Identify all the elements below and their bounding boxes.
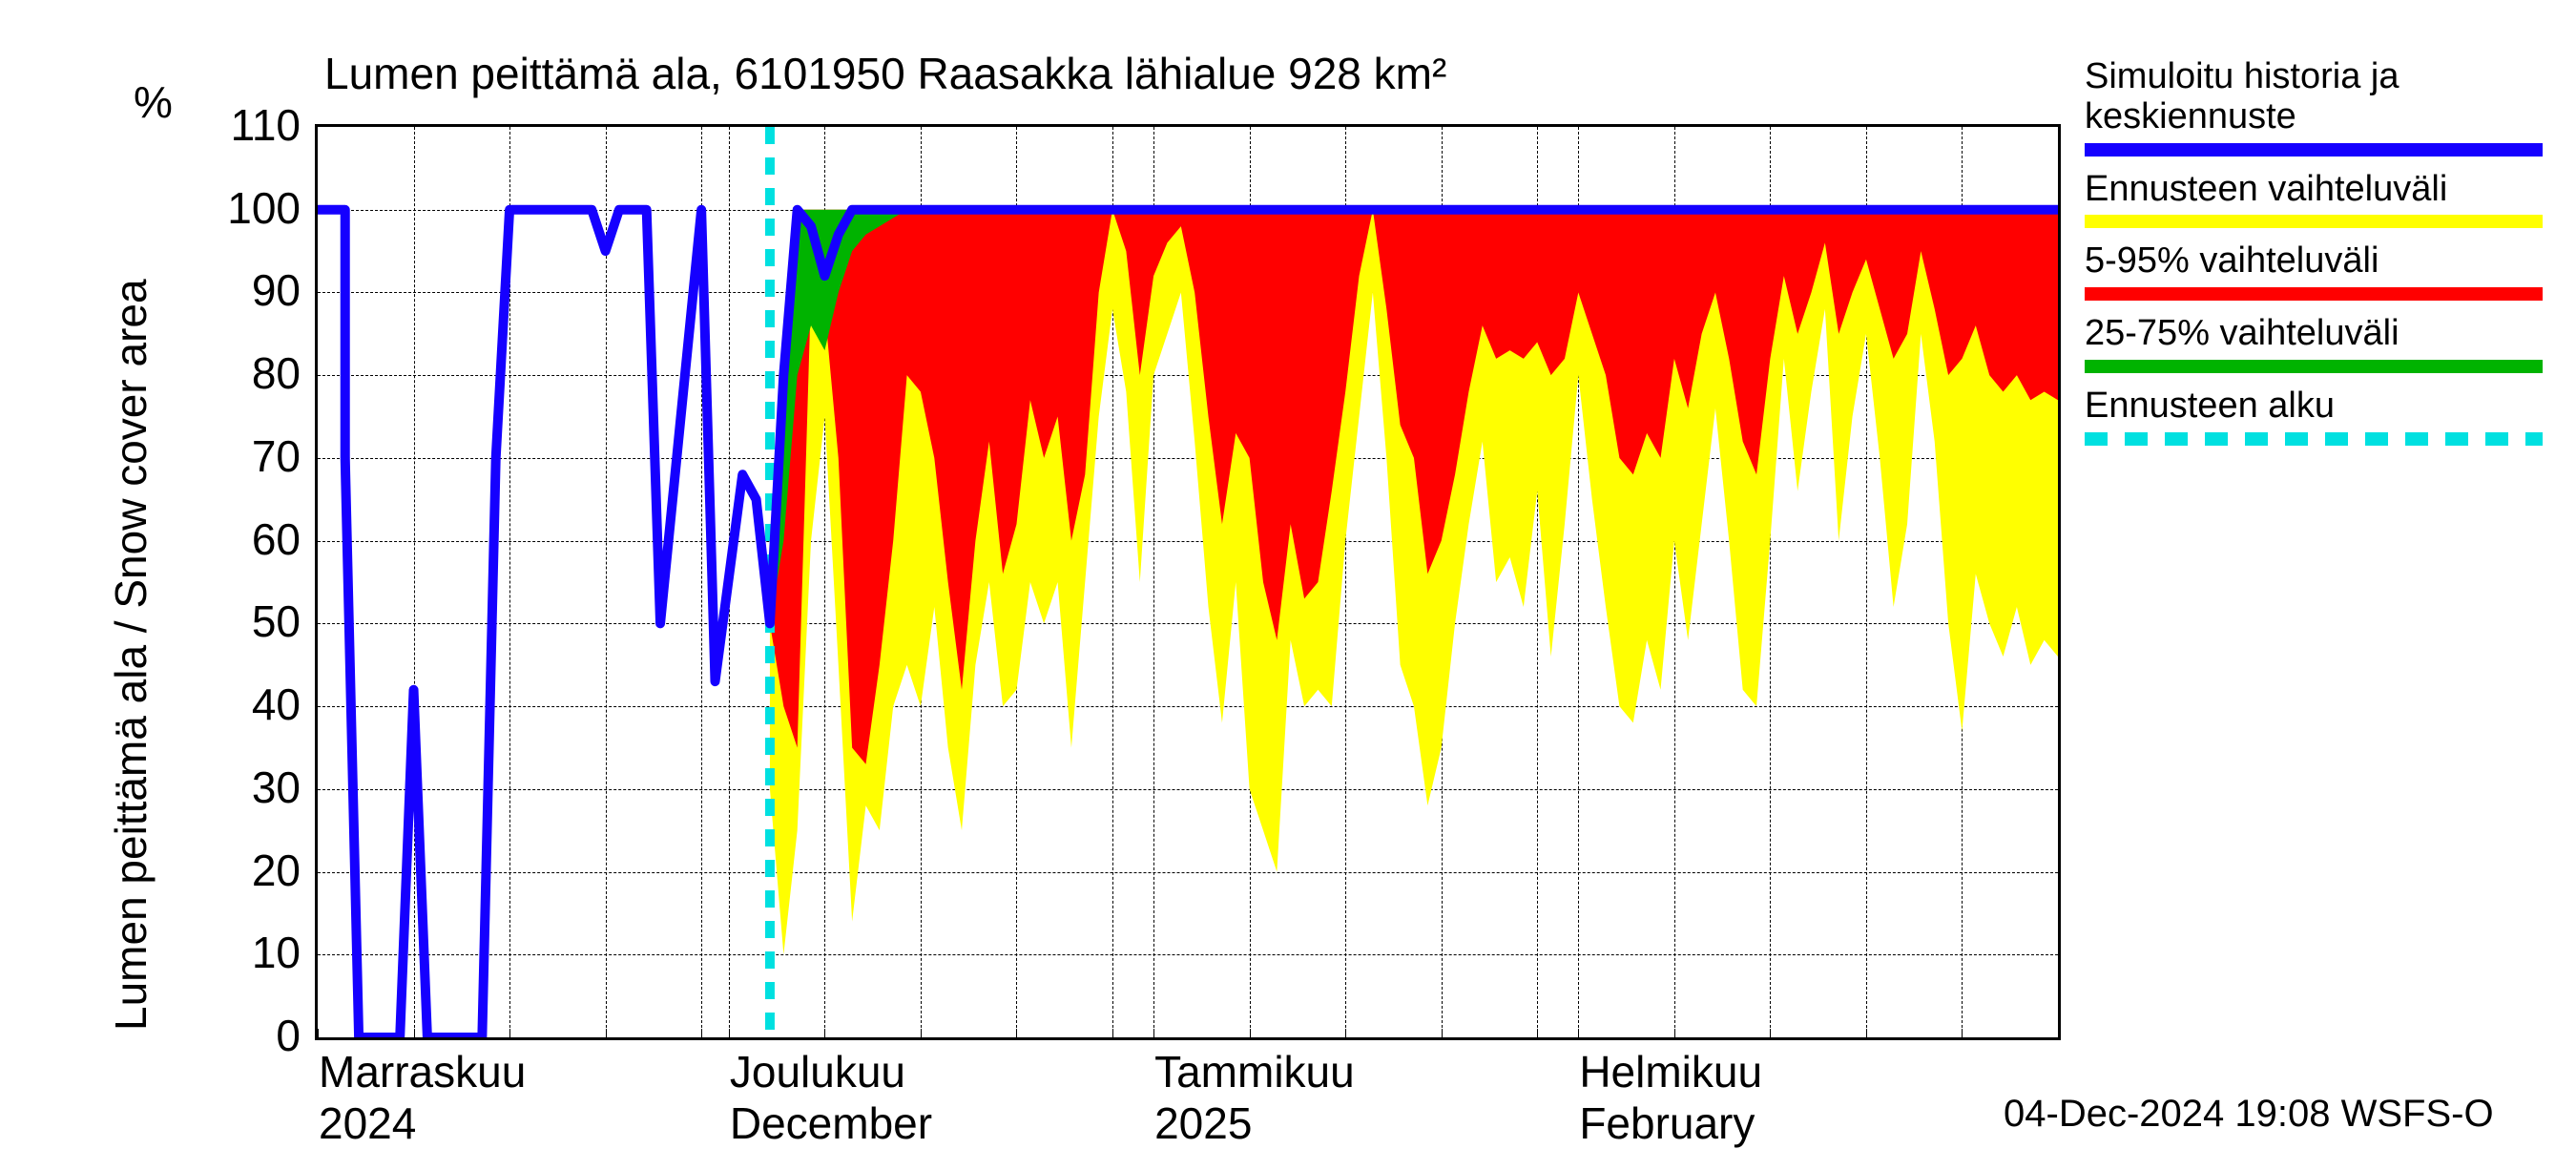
y-tick-label: 110 [205, 99, 301, 151]
x-tick-label: JoulukuuDecember [730, 1046, 932, 1149]
y-tick-label: 100 [205, 182, 301, 234]
y-tick-label: 40 [205, 679, 301, 730]
timestamp: 04-Dec-2024 19:08 WSFS-O [2004, 1093, 2494, 1136]
legend-label: 5-95% vaihteluväli [2085, 241, 2543, 282]
chart-title: Lumen peittämä ala, 6101950 Raasakka läh… [324, 48, 1446, 99]
legend: Simuloitu historia jakeskiennuste Ennuste… [2085, 57, 2543, 459]
legend-entry: 25-75% vaihteluväli [2085, 314, 2543, 373]
legend-entry: Ennusteen vaihteluväli [2085, 170, 2543, 229]
y-tick-label: 10 [205, 927, 301, 978]
y-tick-label: 30 [205, 762, 301, 813]
legend-swatch [2085, 215, 2543, 228]
chart-container: Lumen peittämä ala, 6101950 Raasakka läh… [0, 0, 2576, 1145]
plot-area [315, 124, 2061, 1040]
x-tick-label: Marraskuu2024 [319, 1046, 526, 1149]
y-tick-label: 90 [205, 264, 301, 316]
y-tick-label: 70 [205, 430, 301, 482]
legend-label: Simuloitu historia jakeskiennuste [2085, 57, 2543, 137]
legend-label: Ennusteen vaihteluväli [2085, 170, 2543, 210]
legend-swatch [2085, 143, 2543, 157]
legend-swatch [2085, 432, 2543, 446]
y-tick-label: 0 [205, 1010, 301, 1061]
y-tick-label: 50 [205, 595, 301, 647]
legend-entry: Simuloitu historia jakeskiennuste [2085, 57, 2543, 157]
legend-label: Ennusteen alku [2085, 386, 2543, 427]
y-axis-unit: % [134, 76, 173, 128]
x-tick-label: HelmikuuFebruary [1579, 1046, 1762, 1149]
x-tick-label: Tammikuu2025 [1154, 1046, 1355, 1149]
y-axis-label: Lumen peittämä ala / Snow cover area [105, 279, 156, 1031]
legend-label: 25-75% vaihteluväli [2085, 314, 2543, 354]
legend-swatch [2085, 360, 2543, 373]
legend-entry: Ennusteen alku [2085, 386, 2543, 446]
y-tick-label: 60 [205, 513, 301, 565]
legend-swatch [2085, 287, 2543, 301]
legend-entry: 5-95% vaihteluväli [2085, 241, 2543, 301]
y-tick-label: 20 [205, 845, 301, 896]
y-tick-label: 80 [205, 347, 301, 399]
